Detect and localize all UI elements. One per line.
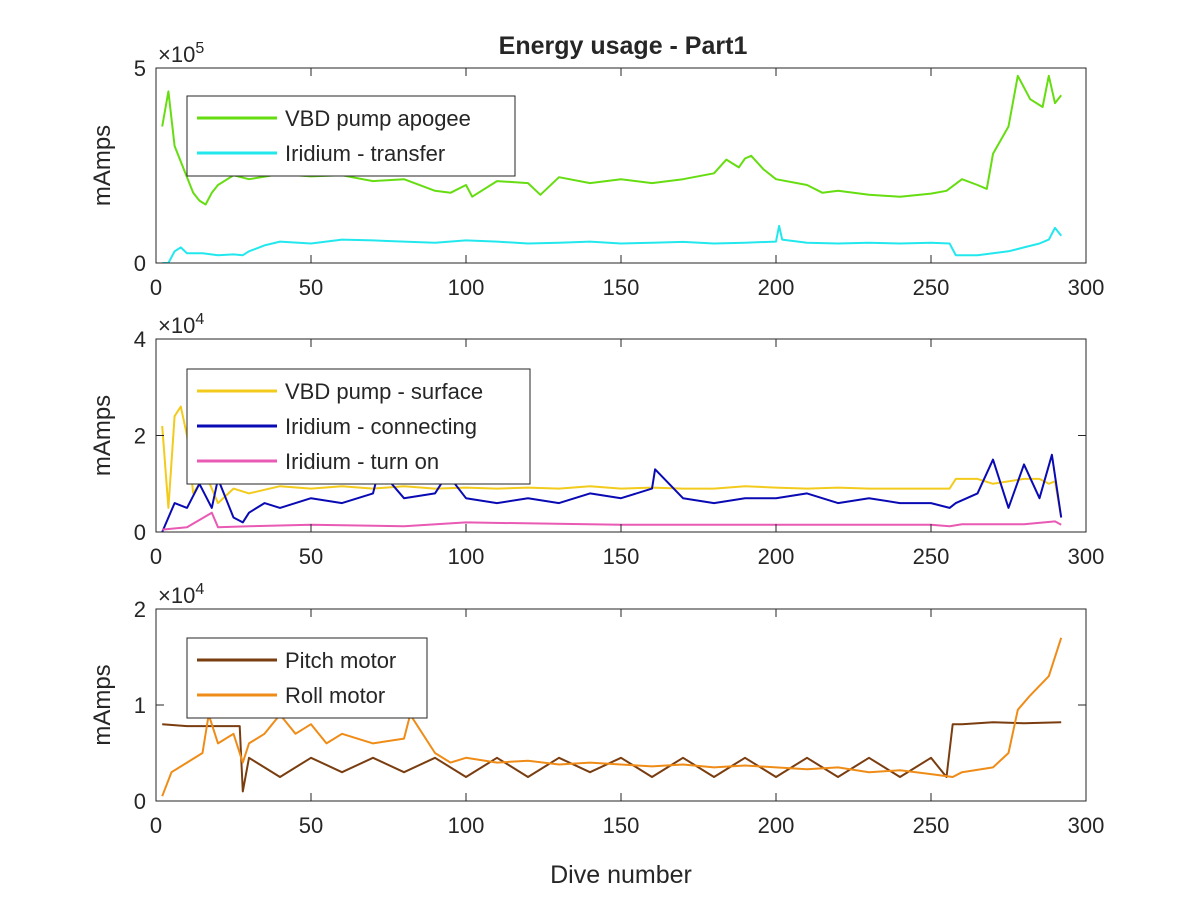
- x-tick-label: 250: [913, 275, 950, 300]
- legend-box: [186, 95, 516, 177]
- series-line: [162, 224, 1062, 263]
- y-tick-label: 1: [134, 693, 146, 718]
- y-exponent-label: ×104: [158, 581, 204, 608]
- y-tick-label: 5: [134, 56, 146, 81]
- series-line: [161, 453, 1063, 532]
- x-tick-label: 100: [448, 544, 485, 569]
- chart-panel: 0 50 100 150 200 250 300 0 1 2 ×104 mAmps Dive numbe…: [89, 581, 1104, 889]
- x-tick-label: 200: [758, 275, 795, 300]
- x-tick-label: 300: [1068, 544, 1105, 569]
- y-axis-label: mAmps: [89, 395, 116, 476]
- x-tick-label: 0: [150, 813, 162, 838]
- legend: VBD pump apogee Iridium - transfer: [186, 95, 516, 177]
- legend-label: Roll motor: [285, 683, 385, 708]
- series-line: [161, 74, 1062, 206]
- legend-label: Iridium - turn on: [285, 449, 439, 474]
- x-tick-label: 50: [299, 813, 323, 838]
- y-axis-label: mAmps: [89, 125, 116, 206]
- y-exponent-label: ×105: [158, 40, 204, 67]
- x-tick-label: 150: [603, 544, 640, 569]
- y-tick-label: 0: [134, 520, 146, 545]
- legend-box: [186, 637, 428, 719]
- x-tick-label: 250: [913, 813, 950, 838]
- series-lines: [161, 637, 1063, 797]
- figure-title: Energy usage - Part1: [499, 32, 748, 60]
- x-tick-label: 150: [603, 813, 640, 838]
- x-tick-label: 150: [603, 275, 640, 300]
- series-lines: [161, 405, 1063, 532]
- y-axis-label: mAmps: [89, 664, 116, 745]
- series-lines: [161, 74, 1062, 263]
- legend: VBD pump - surface Iridium - connecting Ir…: [186, 368, 531, 485]
- legend-label: VBD pump - surface: [285, 379, 483, 404]
- series-line: [162, 721, 1062, 793]
- series-line: [162, 511, 1062, 531]
- legend-label: Iridium - transfer: [285, 141, 445, 166]
- x-tick-label: 100: [448, 275, 485, 300]
- x-tick-label: 250: [913, 544, 950, 569]
- y-tick-label: 0: [134, 251, 146, 276]
- x-tick-label: 0: [150, 544, 162, 569]
- x-tick-label: 50: [299, 544, 323, 569]
- legend-label: VBD pump apogee: [285, 106, 471, 131]
- chart-panel: 0 50 100 150 200 250 300 0 2 4 ×104 mAmps VBD pump -…: [89, 311, 1104, 569]
- y-exponent-label: ×104: [158, 311, 204, 338]
- series-line: [161, 637, 1063, 797]
- legend: Pitch motor Roll motor: [186, 637, 428, 719]
- y-tick-label: 0: [134, 789, 146, 814]
- x-tick-label: 50: [299, 275, 323, 300]
- y-tick-label: 2: [134, 597, 146, 622]
- legend-label: Iridium - connecting: [285, 414, 477, 439]
- legend-label: Pitch motor: [285, 648, 396, 673]
- x-tick-label: 300: [1068, 275, 1105, 300]
- y-tick-label: 4: [134, 327, 146, 352]
- x-tick-label: 300: [1068, 813, 1105, 838]
- chart-panel: 0 50 100 150 200 250 300 0 5 ×105 mAmps VBD pump ap…: [89, 40, 1104, 300]
- x-axis-label: Dive number: [550, 861, 692, 889]
- x-tick-label: 0: [150, 275, 162, 300]
- x-tick-label: 200: [758, 544, 795, 569]
- x-tick-label: 200: [758, 813, 795, 838]
- y-tick-label: 2: [134, 424, 146, 449]
- series-line: [161, 405, 1063, 518]
- x-tick-label: 100: [448, 813, 485, 838]
